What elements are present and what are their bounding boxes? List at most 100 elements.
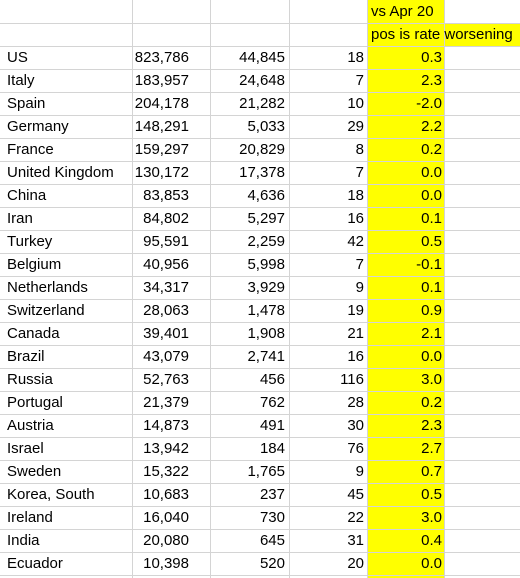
number-cell[interactable]: 20	[347, 555, 364, 572]
rate-change-cell[interactable]: 0.9	[421, 302, 442, 319]
deaths-cell[interactable]: 645	[259, 532, 285, 549]
cases-cell[interactable]: 95,591	[143, 233, 189, 250]
rate-change-cell[interactable]: -0.1	[416, 256, 442, 273]
number-cell[interactable]: 31	[347, 532, 364, 549]
number-cell[interactable]: 7	[355, 72, 364, 89]
cases-cell[interactable]: 159,297	[134, 141, 189, 158]
country-cell[interactable]: France	[7, 141, 54, 158]
country-cell[interactable]: Korea, South	[7, 486, 95, 503]
cases-cell[interactable]: 34,317	[143, 279, 189, 296]
deaths-cell[interactable]: 1,765	[247, 463, 285, 480]
rate-change-cell[interactable]: 0.2	[421, 141, 442, 158]
header-cell-line1[interactable]: vs Apr 20	[371, 3, 434, 20]
number-cell[interactable]: 18	[347, 49, 364, 66]
deaths-cell[interactable]: 21,282	[239, 95, 285, 112]
deaths-cell[interactable]: 1,478	[247, 302, 285, 319]
number-cell[interactable]: 29	[347, 118, 364, 135]
rate-change-cell[interactable]: 2.3	[421, 72, 442, 89]
cases-cell[interactable]: 83,853	[143, 187, 189, 204]
country-cell[interactable]: Netherlands	[7, 279, 88, 296]
country-cell[interactable]: Iran	[7, 210, 33, 227]
number-cell[interactable]: 9	[355, 463, 364, 480]
rate-change-cell[interactable]: 0.1	[421, 210, 442, 227]
cases-cell[interactable]: 10,398	[143, 555, 189, 572]
cases-cell[interactable]: 40,956	[143, 256, 189, 273]
cases-cell[interactable]: 823,786	[134, 49, 189, 66]
country-cell[interactable]: Germany	[7, 118, 69, 135]
number-cell[interactable]: 9	[355, 279, 364, 296]
deaths-cell[interactable]: 17,378	[239, 164, 285, 181]
cases-cell[interactable]: 52,763	[143, 371, 189, 388]
rate-change-cell[interactable]: 0.5	[421, 233, 442, 250]
cases-cell[interactable]: 16,040	[143, 509, 189, 526]
rate-change-cell[interactable]: 2.2	[421, 118, 442, 135]
country-cell[interactable]: United Kingdom	[7, 164, 114, 181]
country-cell[interactable]: Sweden	[7, 463, 62, 480]
deaths-cell[interactable]: 4,636	[247, 187, 285, 204]
deaths-cell[interactable]: 762	[259, 394, 285, 411]
country-cell[interactable]: Israel	[7, 440, 44, 457]
deaths-cell[interactable]: 237	[259, 486, 285, 503]
number-cell[interactable]: 42	[347, 233, 364, 250]
deaths-cell[interactable]: 2,741	[247, 348, 285, 365]
country-cell[interactable]: Brazil	[7, 348, 45, 365]
number-cell[interactable]: 7	[355, 164, 364, 181]
number-cell[interactable]: 16	[347, 348, 364, 365]
rate-change-cell[interactable]: 3.0	[421, 371, 442, 388]
number-cell[interactable]: 30	[347, 417, 364, 434]
cases-cell[interactable]: 14,873	[143, 417, 189, 434]
deaths-cell[interactable]: 2,259	[247, 233, 285, 250]
cases-cell[interactable]: 204,178	[134, 95, 189, 112]
number-cell[interactable]: 18	[347, 187, 364, 204]
cases-cell[interactable]: 28,063	[143, 302, 189, 319]
country-cell[interactable]: Switzerland	[7, 302, 85, 319]
cases-cell[interactable]: 10,683	[143, 486, 189, 503]
deaths-cell[interactable]: 491	[259, 417, 285, 434]
rate-change-cell[interactable]: 0.0	[421, 348, 442, 365]
rate-change-cell[interactable]: 0.1	[421, 279, 442, 296]
country-cell[interactable]: Belgium	[7, 256, 62, 273]
country-cell[interactable]: Italy	[7, 72, 35, 89]
cases-cell[interactable]: 15,322	[143, 463, 189, 480]
number-cell[interactable]: 45	[347, 486, 364, 503]
cases-cell[interactable]: 130,172	[134, 164, 189, 181]
deaths-cell[interactable]: 24,648	[239, 72, 285, 89]
cases-cell[interactable]: 21,379	[143, 394, 189, 411]
number-cell[interactable]: 76	[347, 440, 364, 457]
number-cell[interactable]: 116	[340, 371, 364, 388]
number-cell[interactable]: 28	[347, 394, 364, 411]
deaths-cell[interactable]: 20,829	[239, 141, 285, 158]
country-cell[interactable]: India	[7, 532, 40, 549]
number-cell[interactable]: 10	[347, 95, 364, 112]
rate-change-cell[interactable]: 0.5	[421, 486, 442, 503]
deaths-cell[interactable]: 520	[259, 555, 285, 572]
country-cell[interactable]: Portugal	[7, 394, 63, 411]
rate-change-cell[interactable]: 0.4	[421, 532, 442, 549]
country-cell[interactable]: Ecuador	[7, 555, 63, 572]
cases-cell[interactable]: 183,957	[134, 72, 189, 89]
rate-change-cell[interactable]: 0.0	[421, 187, 442, 204]
number-cell[interactable]: 22	[347, 509, 364, 526]
deaths-cell[interactable]: 730	[259, 509, 285, 526]
number-cell[interactable]: 19	[347, 302, 364, 319]
country-cell[interactable]: China	[7, 187, 47, 204]
number-cell[interactable]: 8	[355, 141, 364, 158]
cases-cell[interactable]: 39,401	[143, 325, 189, 342]
rate-change-cell[interactable]: 2.1	[421, 325, 442, 342]
number-cell[interactable]: 21	[347, 325, 364, 342]
country-cell[interactable]: Spain	[7, 95, 46, 112]
number-cell[interactable]: 16	[347, 210, 364, 227]
deaths-cell[interactable]: 5,033	[247, 118, 285, 135]
number-cell[interactable]: 7	[355, 256, 364, 273]
rate-change-cell[interactable]: 0.2	[421, 394, 442, 411]
rate-change-cell[interactable]: 3.0	[421, 509, 442, 526]
rate-change-cell[interactable]: 0.0	[421, 164, 442, 181]
rate-change-cell[interactable]: 2.3	[421, 417, 442, 434]
header-cell-line2[interactable]: pos is rate worsening	[371, 26, 513, 43]
deaths-cell[interactable]: 456	[259, 371, 285, 388]
cases-cell[interactable]: 148,291	[134, 118, 189, 135]
deaths-cell[interactable]: 5,297	[247, 210, 285, 227]
rate-change-cell[interactable]: 2.7	[421, 440, 442, 457]
deaths-cell[interactable]: 5,998	[247, 256, 285, 273]
